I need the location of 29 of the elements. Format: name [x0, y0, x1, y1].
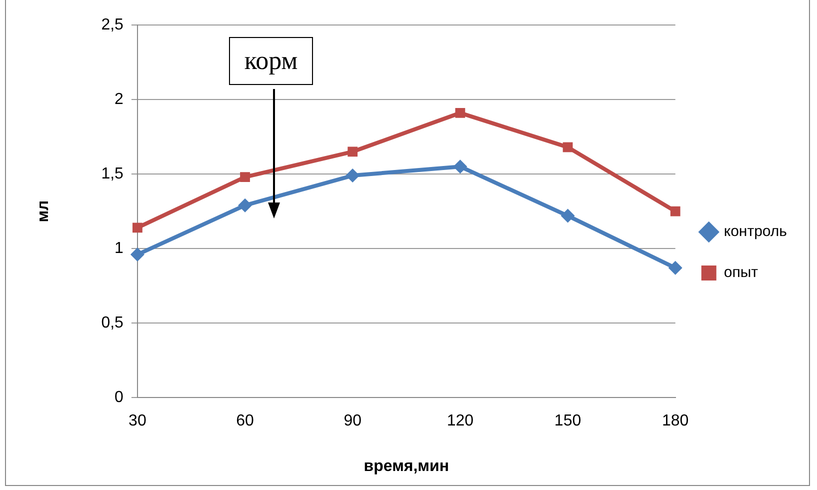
- y-tick-label: 2,5: [101, 16, 124, 34]
- y-tick-label: 1,5: [101, 165, 124, 182]
- x-tick-label: 90: [344, 412, 362, 430]
- point: [348, 146, 358, 157]
- y-axis-title: мл: [35, 200, 52, 222]
- point: [670, 206, 680, 216]
- point: [668, 260, 682, 275]
- point: [240, 172, 250, 182]
- point: [238, 198, 252, 212]
- x-tick-label: 120: [446, 412, 474, 430]
- x-tick-label: 180: [662, 412, 689, 430]
- x-tick-label: 30: [128, 412, 146, 430]
- legend-label: опыт: [724, 264, 758, 282]
- legend-label: контроль: [724, 223, 788, 240]
- y-tick-label: 0: [114, 389, 124, 406]
- x-tick-label: 60: [236, 412, 254, 430]
- annotation: корм: [229, 37, 313, 85]
- point: [346, 168, 360, 183]
- y-tick-label: 1: [114, 240, 124, 257]
- y-tick-label: 0,5: [101, 314, 124, 332]
- point: [455, 108, 466, 118]
- point: [560, 208, 575, 223]
- point: [562, 142, 573, 152]
- point: [132, 222, 142, 233]
- point: [130, 248, 144, 262]
- x-tick-label: 150: [554, 412, 582, 430]
- y-tick-label: 2: [114, 90, 124, 108]
- x-axis-title: время,мин: [364, 458, 450, 475]
- point: [453, 160, 468, 174]
